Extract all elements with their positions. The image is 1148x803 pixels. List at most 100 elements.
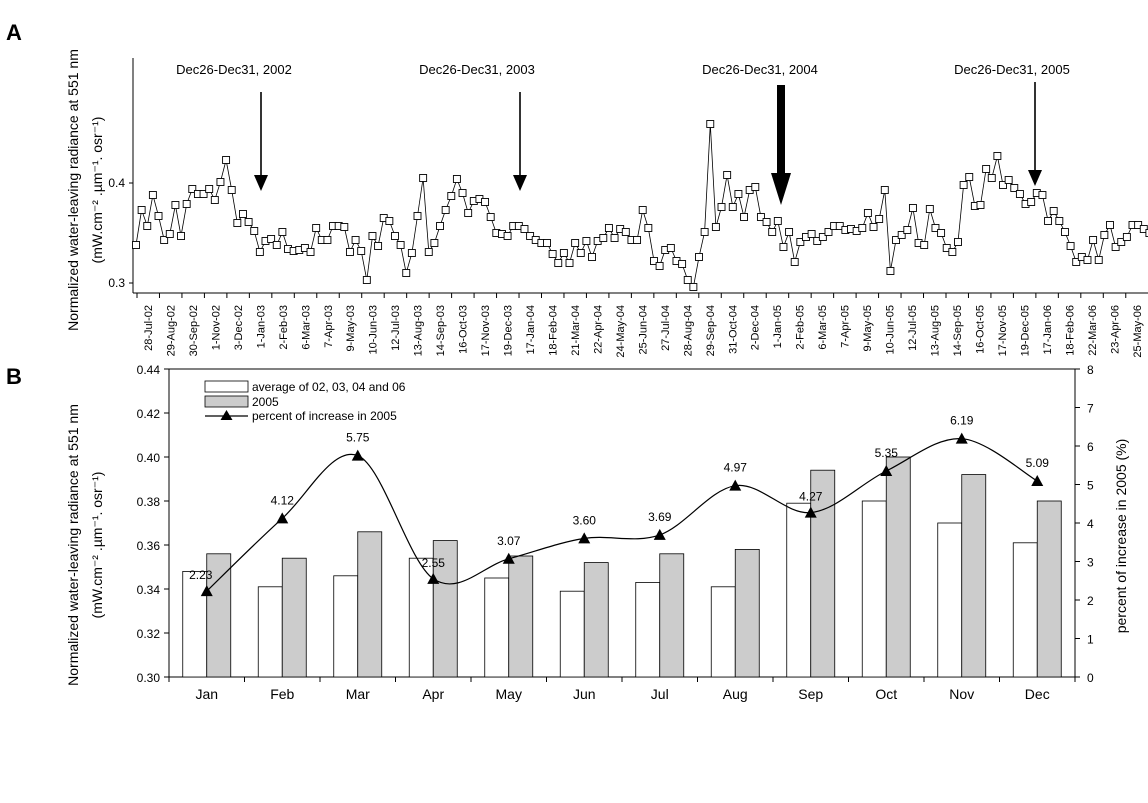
panel-a-data-point xyxy=(920,241,929,249)
panel-b-percent-marker xyxy=(200,585,213,597)
panel-a-xtick-label: 28-Aug-04 xyxy=(682,305,694,356)
panel-a-data-point xyxy=(160,236,169,244)
panel-a-xtick-label: 17-Nov-03 xyxy=(480,305,492,356)
panel-a-xtick-label: 7-Apr-05 xyxy=(840,305,852,348)
panel-a-data-point xyxy=(858,224,867,232)
panel-b-percent-marker xyxy=(276,512,289,524)
panel-a-data-point xyxy=(954,238,962,246)
panel-a-xtick-label: 22-Apr-04 xyxy=(592,305,604,354)
panel-b-percent-value-label: 6.19 xyxy=(950,414,974,428)
panel-a-data-point xyxy=(239,210,247,218)
panel-a-data-point xyxy=(768,228,777,236)
panel-a-data-point xyxy=(374,242,383,250)
panel-b-xtick-label: Sep xyxy=(798,686,823,702)
panel-a-data-point xyxy=(576,249,585,257)
panel-a-data-point xyxy=(892,236,900,244)
panel-b-bar-2005 xyxy=(885,456,911,678)
panel-a-data-point xyxy=(993,152,1002,160)
panel-a-data-point xyxy=(740,213,748,221)
panel-a-xtick-label: 9-May-05 xyxy=(862,305,874,351)
panel-a-data-point xyxy=(599,234,608,242)
panel-a-data-point xyxy=(1117,238,1126,246)
panel-a-data-point xyxy=(402,269,411,277)
panel-a-xtick-label: 14-Sep-05 xyxy=(952,305,964,356)
panel-a-xtick-label: 7-Apr-03 xyxy=(323,305,335,348)
panel-a-data-point xyxy=(931,224,940,232)
panel-a-data-point xyxy=(357,247,366,255)
panel-a-annotation-label: Dec26-Dec31, 2004 xyxy=(702,62,818,77)
panel-b-bar-2005 xyxy=(583,562,609,678)
panel-a-xtick-label: 17-Nov-05 xyxy=(997,305,1009,356)
panel-b-xtick-label: Feb xyxy=(270,686,294,702)
panel-a-data-point xyxy=(610,234,619,242)
panel-a-xtick-label: 24-May-04 xyxy=(615,305,627,358)
panel-a-data-point xyxy=(756,213,765,221)
panel-a-data-point xyxy=(773,217,782,225)
panel-a-data-point xyxy=(942,244,951,252)
legend-label-percent: percent of increase in 2005 xyxy=(252,409,397,423)
panel-a-xtick-label: 12-Jul-05 xyxy=(907,305,919,351)
panel-b: B Normalized water-leaving radiance at 5… xyxy=(6,363,1129,702)
panel-a-data-point xyxy=(227,186,236,194)
panel-a-data-point xyxy=(689,283,698,291)
panel-a-xtick-label: 19-Dec-03 xyxy=(503,305,515,356)
panel-a-data-point xyxy=(818,233,827,241)
panel-b-ylabel: Normalized water-leaving radiance at 551… xyxy=(65,404,81,686)
panel-a-annotation-arrow-head xyxy=(254,175,268,191)
panel-a-data-point xyxy=(1010,184,1019,192)
panel-a-annotation-arrow-head xyxy=(1028,170,1042,186)
panel-a-xtick-label: 10-Jun-03 xyxy=(368,305,380,355)
panel-a-data-point xyxy=(278,228,287,236)
panel-b-percent-value-label: 4.97 xyxy=(724,461,748,475)
panel-b-percent-value-label: 2.23 xyxy=(189,568,213,582)
panel-a-data-point xyxy=(430,239,439,247)
panel-b-bar-2005 xyxy=(961,474,987,678)
panel-a-data-point xyxy=(1094,256,1103,264)
panel-a-series-line xyxy=(135,123,1148,288)
panel-a-data-point xyxy=(965,173,974,181)
panel-b-xtick-label: Oct xyxy=(875,686,897,702)
panel-a-xtick-label: 18-Feb-04 xyxy=(547,305,559,356)
panel-b-percent-line xyxy=(206,438,1038,592)
panel-a-xtick-label: 23-Apr-06 xyxy=(1109,305,1121,354)
panel-b-bar-average xyxy=(182,571,208,678)
panel-b-bar-average xyxy=(333,575,359,678)
panel-a-xtick-label: 19-Dec-05 xyxy=(1019,305,1031,356)
panel-b-percent-marker xyxy=(804,506,817,518)
panel-a-data-point xyxy=(205,185,214,193)
panel-b-xtick-label: Aug xyxy=(723,686,748,702)
panel-a-xtick-label: 17-Jan-04 xyxy=(525,305,537,355)
panel-a-xtick-label: 2-Dec-04 xyxy=(750,305,762,350)
panel-b-xtick-label: May xyxy=(496,686,522,702)
panel-a-xtick-label: 21-Mar-04 xyxy=(570,305,582,356)
panel-a-data-point xyxy=(683,276,692,284)
panel-a-data-point xyxy=(650,257,658,265)
panel-b-bar-average xyxy=(1012,542,1038,678)
panel-b-ytick-label: 0.44 xyxy=(137,363,161,377)
panel-a-data-point xyxy=(908,204,917,212)
panel-a-annotation-arrow-head xyxy=(771,173,791,205)
panel-a-data-point xyxy=(137,206,146,214)
panel-b-y2label: percent of increase in 2005 (%) xyxy=(1113,439,1129,634)
panel-a-ytick-label: 0.3 xyxy=(108,276,125,290)
panel-b-percent-value-label: 5.09 xyxy=(1026,456,1050,470)
panel-b-y2tick-label: 5 xyxy=(1087,479,1094,493)
panel-a-data-point xyxy=(368,232,377,240)
panel-a-xtick-label: 14-Sep-03 xyxy=(435,305,447,356)
panel-a-data-point xyxy=(717,203,726,211)
panel-a-xtick-label: 2-Feb-05 xyxy=(795,305,807,350)
panel-b-xtick-label: Mar xyxy=(346,686,370,702)
panel-b-y2tick-label: 4 xyxy=(1087,517,1094,531)
panel-a-data-point xyxy=(948,248,957,256)
panel-b-percent-value-label: 4.12 xyxy=(271,493,295,507)
legend-swatch-2005 xyxy=(204,395,249,408)
panel-b-percent-marker xyxy=(880,465,893,477)
panel-b-percent-value-label: 4.27 xyxy=(799,490,823,504)
panel-a-xtick-label: 16-Oct-05 xyxy=(974,305,986,354)
panel-a-data-point xyxy=(863,209,872,217)
panel-b-bar-2005 xyxy=(281,557,307,678)
panel-b-bar-average xyxy=(861,500,887,678)
panel-a-data-point xyxy=(1145,229,1148,237)
panel-b-bar-average xyxy=(408,557,434,678)
panel-b-xtick-label: Apr xyxy=(422,686,444,702)
